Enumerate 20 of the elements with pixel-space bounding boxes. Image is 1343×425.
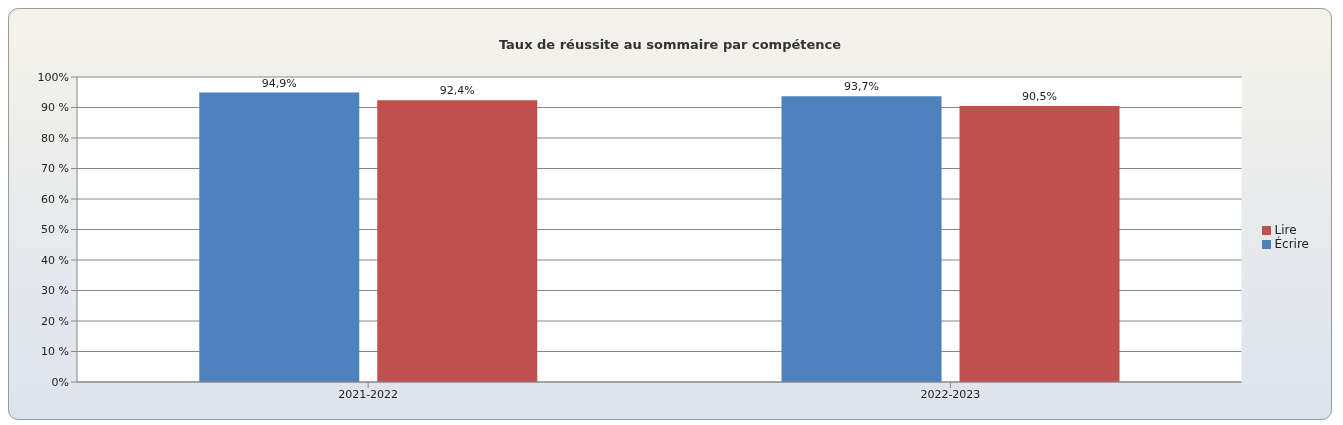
y-tick-label: 40 % bbox=[41, 253, 69, 267]
y-tick-label: 50 % bbox=[41, 223, 69, 237]
chart-title: Taux de réussite au sommaire par compétence bbox=[497, 37, 843, 54]
y-tick-label: 20 % bbox=[41, 314, 69, 328]
y-tick-label: 30 % bbox=[41, 284, 69, 298]
y-tick-label: 60 % bbox=[41, 192, 69, 206]
y-tick-label: 10 % bbox=[41, 345, 69, 359]
y-tick-label: 0% bbox=[51, 375, 69, 389]
x-tick-label: 2021-2022 bbox=[338, 387, 399, 401]
y-tick-label: 80 % bbox=[41, 131, 69, 145]
data-label: 93,7% bbox=[844, 80, 879, 94]
legend-label: Lire bbox=[1274, 223, 1297, 237]
y-tick-label: 90 % bbox=[41, 101, 69, 115]
legend-label: Écrire bbox=[1274, 237, 1309, 251]
data-label: 92,4% bbox=[439, 84, 475, 98]
y-tick-label: 70 % bbox=[41, 162, 69, 176]
y-tick-label: 100% bbox=[37, 70, 69, 84]
data-label: 90,5% bbox=[1022, 89, 1057, 103]
x-tick-label: 2022-2023 bbox=[920, 387, 981, 401]
data-label: 94,9% bbox=[261, 76, 297, 90]
